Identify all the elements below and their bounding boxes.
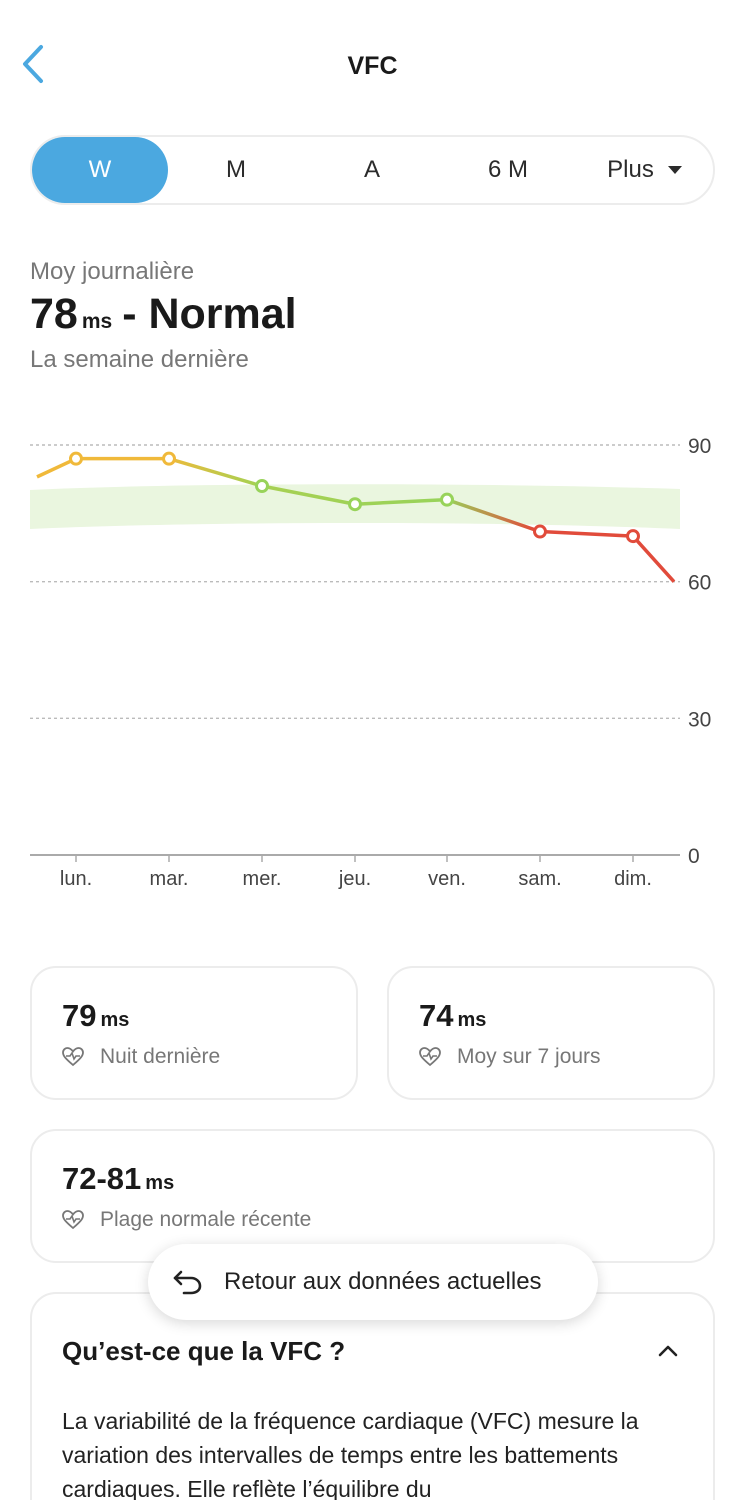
hrv-line-chart: 0 30 60 90 lun. mar. mer. jeu. ven. sam. dim. (30, 435, 711, 890)
average-unit: ms (81, 310, 113, 333)
seven-day-value: 74 ms (419, 998, 486, 1034)
y-tick-label: 30 (688, 708, 711, 731)
x-tick-label: mer. (243, 868, 282, 890)
page-title: VFC (347, 52, 398, 80)
normal-range-label-row: Plage normale récente (62, 1208, 311, 1232)
seven-day-number: 74 (419, 998, 454, 1033)
tab-six-months-label: 6 M (487, 156, 528, 183)
return-label: Retour aux données actuelles (224, 1268, 542, 1295)
header: VFC (0, 0, 745, 130)
tab-month-label: M (226, 156, 246, 183)
normal-range-card[interactable]: 72-81 ms Plage normale récente (30, 1129, 715, 1263)
return-to-current-button[interactable]: Retour aux données actuelles (148, 1244, 598, 1320)
info-body: La variabilité de la fréquence cardiaque… (62, 1408, 639, 1500)
y-tick-label: 0 (688, 845, 700, 868)
chevron-left-icon (23, 45, 43, 83)
data-point[interactable] (162, 451, 176, 466)
normal-range-unit: ms (145, 1172, 175, 1194)
tab-year-label: A (363, 156, 380, 183)
daily-average-label: Moy journalière (30, 258, 195, 285)
info-title: Qu’est-ce que la VFC ? (62, 1336, 346, 1366)
seven-day-unit: ms (457, 1009, 487, 1031)
seven-day-label: Moy sur 7 jours (457, 1045, 601, 1068)
period-segmented-control: W M A 6 M Plus (30, 135, 715, 205)
heart-pulse-icon (62, 1047, 84, 1067)
normal-range-value: 72-81 ms (62, 1161, 174, 1197)
x-tick-label: mar. (150, 868, 189, 890)
chevron-up-icon[interactable] (653, 1338, 683, 1362)
tab-week[interactable]: W (32, 137, 168, 203)
last-night-unit: ms (100, 1009, 130, 1031)
daily-average-value: 78 ms - Normal (30, 290, 297, 339)
x-tick-label: ven. (428, 868, 466, 890)
x-tick-label: sam. (518, 868, 561, 890)
y-tick-label: 90 (688, 435, 711, 458)
y-tick-label: 60 (688, 572, 711, 595)
data-point[interactable] (440, 492, 454, 507)
x-tick-label: dim. (614, 868, 652, 890)
last-night-card[interactable]: 79 ms Nuit dernière (30, 966, 358, 1100)
normal-range-number: 72-81 (62, 1161, 142, 1196)
average-status: - Normal (122, 290, 297, 338)
data-point[interactable] (255, 479, 269, 493)
heart-pulse-icon (62, 1210, 84, 1230)
data-point[interactable] (533, 524, 547, 539)
seven-day-label-row: Moy sur 7 jours (419, 1045, 601, 1069)
info-card: Qu’est-ce que la VFC ? La variabilité de… (30, 1292, 715, 1500)
normal-range-label: Plage normale récente (100, 1208, 312, 1231)
heart-pulse-icon (419, 1047, 441, 1067)
last-night-label-row: Nuit dernière (62, 1045, 220, 1069)
caret-down-icon (667, 166, 682, 174)
tab-more-label: Plus (607, 156, 654, 183)
tab-year[interactable]: A (304, 137, 440, 203)
tab-six-months[interactable]: 6 M (440, 137, 576, 203)
tab-month[interactable]: M (168, 137, 304, 203)
tab-more-dropdown[interactable]: Plus (576, 137, 713, 203)
data-point[interactable] (348, 497, 362, 512)
x-tick-label: lun. (60, 868, 92, 890)
data-point[interactable] (626, 529, 640, 544)
data-point[interactable] (69, 451, 83, 466)
x-tick-label: jeu. (338, 868, 371, 890)
back-button[interactable] (12, 42, 52, 86)
tab-week-label: W (88, 156, 112, 183)
average-number: 78 (30, 290, 78, 338)
period-label: La semaine dernière (30, 346, 249, 373)
last-night-number: 79 (62, 998, 97, 1033)
undo-arrow-icon (173, 1270, 202, 1295)
last-night-value: 79 ms (62, 998, 129, 1034)
last-night-label: Nuit dernière (100, 1045, 221, 1068)
seven-day-card[interactable]: 74 ms Moy sur 7 jours (387, 966, 715, 1100)
